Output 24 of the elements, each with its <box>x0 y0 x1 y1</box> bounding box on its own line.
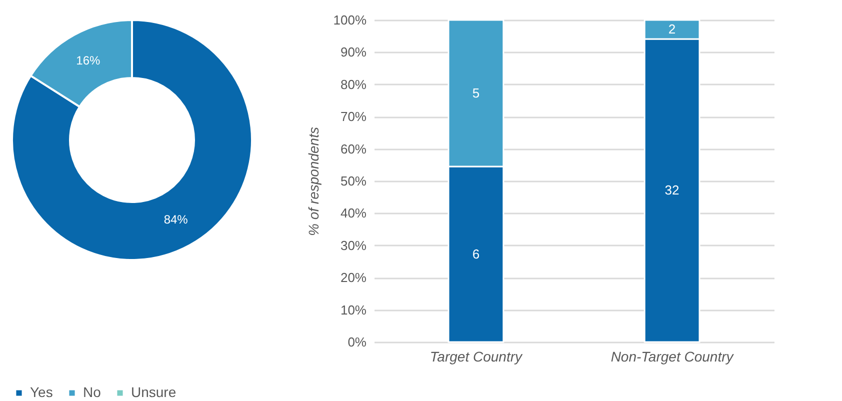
legend-label: No <box>83 384 102 400</box>
y-tick-label: 80% <box>340 76 367 92</box>
y-tick-label: 30% <box>340 238 367 253</box>
annotation: 6 <box>472 246 480 262</box>
legend-label: Yes <box>30 384 53 400</box>
x-tick-label: Target Country <box>430 348 523 364</box>
y-tick-label: 50% <box>340 174 367 188</box>
legend-label: Unsure <box>131 384 176 400</box>
y-tick-label: 40% <box>340 206 367 221</box>
annotation: 2 <box>668 22 676 36</box>
y-axis-title: % of respondents <box>305 127 322 236</box>
x-tick-label: Non-Target Country <box>610 348 734 364</box>
y-tick-label: 60% <box>340 141 367 156</box>
annotation: 32 <box>664 182 680 198</box>
annotation: 5 <box>472 85 480 100</box>
data-label: 16% <box>76 53 100 68</box>
y-tick-label: 100% <box>333 12 367 28</box>
y-tick-label: 70% <box>340 109 367 124</box>
data-label: 84% <box>164 212 188 227</box>
y-tick-label: 10% <box>340 302 367 318</box>
y-tick-label: 0% <box>348 334 367 350</box>
donut-slice <box>11 19 253 261</box>
y-tick-label: 90% <box>340 44 367 60</box>
y-tick-label: 20% <box>340 270 367 286</box>
